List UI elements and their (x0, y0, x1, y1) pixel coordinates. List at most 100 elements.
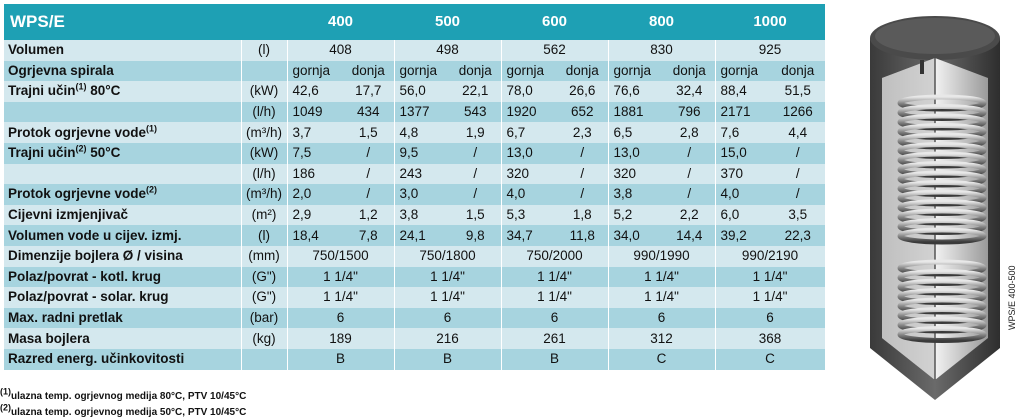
cell-lower-value: 14,4 (664, 225, 716, 246)
side-label: WPS/E 400-500 (1007, 265, 1017, 330)
cell-upper-value: 39,2 (715, 225, 771, 246)
cell-value: 1 1/4" (501, 287, 609, 308)
cell-upper-value: 6,0 (715, 204, 771, 226)
cell-lower-value: 543 (450, 101, 502, 123)
cell-lower-value: 22,1 (450, 81, 502, 102)
cell-upper-value: 4,0 (715, 184, 771, 205)
cell-upper-value: 1377 (394, 101, 450, 123)
cell-lower-value: / (557, 142, 609, 164)
cell-value: 1 1/4" (608, 266, 716, 288)
cell-value: 408 (287, 40, 395, 61)
cell-upper-value: 3,8 (394, 204, 450, 226)
row-label: Protok ogrjevne vode(2) (4, 184, 242, 205)
cell-value: 925 (715, 40, 826, 61)
cell-lower-value: / (771, 184, 826, 205)
table-row: Volumen (l) 408 498 562 830 925 (4, 40, 826, 61)
cell-value: B (501, 348, 609, 370)
cell-upper-value: 7,6 (715, 122, 771, 143)
cell-upper-value: 320 (608, 163, 664, 185)
row-unit: (kW) (241, 81, 288, 102)
model-1000: 1000 (715, 4, 825, 40)
row-unit (241, 60, 288, 82)
cell-lower-value: 1,8 (557, 204, 609, 226)
cell-value: C (608, 348, 716, 370)
cell-lower-value: 3,5 (771, 204, 826, 226)
cell-lower-value: 7,8 (343, 225, 395, 246)
model-400: 400 (287, 4, 394, 40)
cell-value: 6 (501, 307, 609, 329)
cell-lower-value: / (450, 142, 502, 164)
cell-upper-value: gornja (501, 60, 557, 82)
cell-value: B (287, 348, 395, 370)
cell-lower-value: 1,9 (450, 122, 502, 143)
cell-value: 1 1/4" (394, 266, 502, 288)
cell-upper-value: 5,2 (608, 204, 664, 226)
cell-value: C (715, 348, 826, 370)
cell-value: 312 (608, 328, 716, 349)
cell-lower-value: 1,5 (343, 122, 395, 143)
cell-value: 1 1/4" (287, 287, 395, 308)
cell-value: 1 1/4" (608, 287, 716, 308)
table-row: Trajni učin(2) 50°C (kW) 7,5/9,5/13,0/13,0… (4, 142, 826, 164)
cell-lower-value: 652 (557, 101, 609, 123)
cell-upper-value: 24,1 (394, 225, 450, 246)
cell-upper-value: 13,0 (608, 142, 664, 164)
table-row: Razred energ. učinkovitosti B B B C C (4, 348, 826, 370)
row-label: Volumen (4, 40, 242, 61)
cell-lower-value: / (771, 142, 826, 164)
row-unit: (kg) (241, 328, 288, 349)
cell-upper-value: 78,0 (501, 81, 557, 102)
cell-value: 216 (394, 328, 502, 349)
footnotes: (1)ulazna temp. ogrjevnog medija 80°C, P… (0, 387, 246, 418)
row-unit: (l/h) (241, 163, 288, 185)
table-title: WPS/E (4, 4, 241, 40)
row-label: Razred energ. učinkovitosti (4, 348, 242, 370)
cell-lower-value: 4,4 (771, 122, 826, 143)
cell-value: 368 (715, 328, 826, 349)
row-unit: (m³/h) (241, 184, 288, 205)
cell-upper-value: 42,6 (287, 81, 343, 102)
cell-value: 1 1/4" (287, 266, 395, 288)
cell-upper-value: 1049 (287, 101, 343, 123)
cell-lower-value: 1,5 (450, 204, 502, 226)
cell-lower-value: 2,3 (557, 122, 609, 143)
cell-upper-value: 56,0 (394, 81, 450, 102)
cell-upper-value: 5,3 (501, 204, 557, 226)
table-row: Ogrjevna spirala gornja donja gornja donja go… (4, 60, 826, 82)
model-500: 500 (394, 4, 501, 40)
cell-upper-value: 88,4 (715, 81, 771, 102)
cell-value: 562 (501, 40, 609, 61)
row-unit: (mm) (241, 245, 288, 267)
cell-upper-value: 1881 (608, 101, 664, 123)
cell-upper-value: 2,9 (287, 204, 343, 226)
cell-lower-value: donja (557, 60, 609, 82)
cell-lower-value: 26,6 (557, 81, 609, 102)
spec-table: WPS/E 400 500 600 800 1000 Volumen (l) 408… (4, 4, 826, 370)
cell-upper-value: 15,0 (715, 142, 771, 164)
cell-value: 6 (608, 307, 716, 329)
row-label: Ogrjevna spirala (4, 60, 242, 82)
table-row: Protok ogrjevne vode(1) (m³/h) 3,7 1,5 4,8 1,… (4, 122, 826, 143)
row-label: Volumen vode u cijev. izmj. (4, 225, 242, 246)
cell-value: 830 (608, 40, 716, 61)
cell-lower-value: / (771, 163, 826, 185)
cell-lower-value: / (343, 184, 395, 205)
cell-value: 6 (287, 307, 395, 329)
upper-coil-icon (897, 94, 987, 245)
row-unit: (bar) (241, 307, 288, 329)
row-unit: (G") (241, 266, 288, 288)
cell-upper-value: gornja (608, 60, 664, 82)
cell-lower-value: donja (664, 60, 716, 82)
cell-upper-value: 320 (501, 163, 557, 185)
cell-lower-value: / (450, 163, 502, 185)
row-label (4, 101, 242, 123)
cell-value: 1 1/4" (715, 287, 826, 308)
row-label: Trajni učin(2) 50°C (4, 142, 242, 164)
lower-coil-icon (897, 259, 987, 343)
cell-upper-value: gornja (287, 60, 343, 82)
cell-lower-value: / (450, 184, 502, 205)
row-label: Dimenzije bojlera Ø / visina (4, 245, 242, 267)
cell-upper-value: 18,4 (287, 225, 343, 246)
cell-value: 990/1990 (608, 245, 716, 267)
cell-upper-value: 1920 (501, 101, 557, 123)
